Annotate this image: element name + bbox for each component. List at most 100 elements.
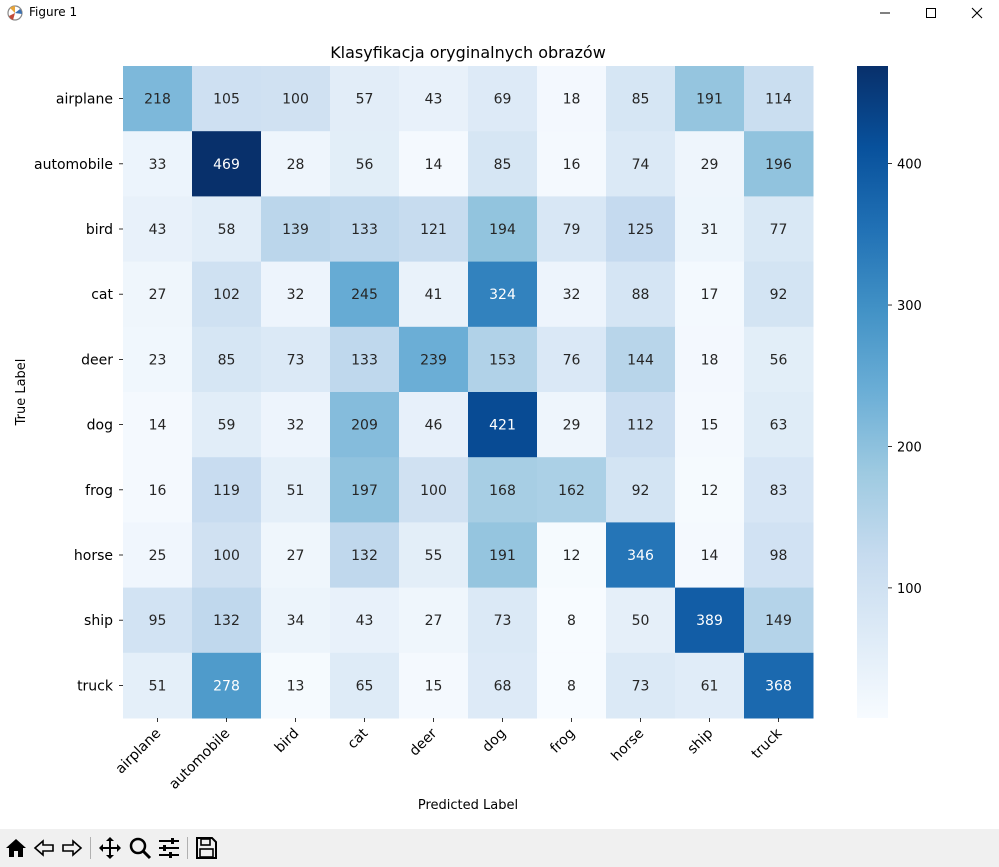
heatmap-cell: [675, 652, 745, 719]
heatmap-cell: [261, 392, 331, 458]
heatmap-cell: [537, 392, 607, 458]
cell-value: 28: [287, 157, 305, 173]
cell-value: 100: [282, 92, 309, 108]
heatmap-cell: [675, 261, 745, 328]
heatmap-cell: [606, 457, 676, 523]
toolbar-separator: [90, 837, 91, 859]
cell-value: 100: [420, 483, 447, 499]
cell-value: 88: [632, 287, 650, 303]
x-tick-labels: airplane automobile bird cat deer dog frog hors…: [113, 718, 786, 793]
cell-value: 149: [765, 613, 792, 629]
cell-value: 194: [489, 222, 516, 238]
heatmap-cell: [537, 522, 607, 589]
cell-value: 56: [356, 157, 374, 173]
configure-subplots-button[interactable]: [155, 834, 183, 862]
cell-value: 73: [287, 352, 305, 368]
cell-value: 15: [701, 418, 719, 434]
cell-value: 65: [356, 678, 374, 694]
cell-value: 389: [696, 613, 723, 629]
cell-value: 83: [770, 483, 788, 499]
heatmap-cell: [399, 522, 469, 589]
cell-value: 133: [351, 222, 378, 238]
heatmap-cell: [468, 261, 538, 328]
cell-value: 46: [425, 418, 443, 434]
window-titlebar: Figure 1: [0, 0, 999, 26]
close-button[interactable]: [954, 0, 999, 26]
cell-value: 34: [287, 613, 305, 629]
heatmap-cell: [744, 457, 814, 523]
x-tick-label: dog: [479, 726, 509, 756]
heatmap-cell: [744, 326, 814, 393]
cell-value: 56: [770, 352, 788, 368]
y-tick-labels: airplane automobile bird cat deer dog frog hors…: [34, 92, 123, 694]
cell-value: 50: [632, 613, 650, 629]
cell-value: 61: [701, 678, 719, 694]
heatmap-cell: [606, 522, 676, 589]
heatmap-cell: [399, 196, 469, 263]
heatmap-cell: [537, 652, 607, 719]
cell-value: 191: [696, 92, 723, 108]
heatmap-cell: [330, 522, 400, 589]
cell-value: 55: [425, 548, 443, 564]
heatmap-cell: [330, 392, 400, 458]
home-button[interactable]: [2, 834, 30, 862]
save-icon: [196, 837, 217, 859]
cell-value: 51: [287, 483, 305, 499]
pan-button[interactable]: [96, 834, 124, 862]
cell-value: 209: [351, 418, 378, 434]
heatmap-cell: [468, 522, 538, 589]
cell-value: 23: [149, 352, 167, 368]
x-tick-label: airplane: [113, 726, 165, 778]
heatmap-cell: [261, 326, 331, 393]
colorbar-tick-label: 400: [897, 158, 922, 173]
cell-value: 68: [494, 678, 512, 694]
heatmap-cell: [123, 522, 193, 589]
cell-value: 144: [627, 352, 654, 368]
heatmap-cell: [192, 522, 262, 589]
forward-button[interactable]: [58, 834, 86, 862]
cell-value: 85: [494, 157, 512, 173]
cell-value: 196: [765, 157, 792, 173]
heatmap-cells: [123, 66, 814, 719]
heatmap-cell: [744, 652, 814, 719]
cell-value: 102: [213, 287, 240, 303]
heatmap-cell: [330, 326, 400, 393]
heatmap-cell: [330, 66, 400, 132]
heatmap-cell: [261, 261, 331, 328]
cell-value: 14: [701, 548, 719, 564]
cell-value: 191: [489, 548, 516, 564]
back-button[interactable]: [30, 834, 58, 862]
cell-value: 162: [558, 483, 585, 499]
cell-value: 43: [149, 222, 167, 238]
x-tick-label: automobile: [166, 726, 233, 793]
cell-value: 8: [567, 678, 576, 694]
heatmap-cell: [192, 131, 262, 197]
heatmap-cell: [606, 392, 676, 458]
heatmap-cell: [330, 196, 400, 263]
back-icon: [33, 839, 54, 857]
zoom-button[interactable]: [126, 834, 154, 862]
minimize-button[interactable]: [862, 0, 908, 26]
colorbar: [857, 66, 888, 718]
navigation-toolbar: [0, 829, 999, 867]
window-title: Figure 1: [29, 5, 78, 19]
cell-value: 98: [770, 548, 788, 564]
save-button[interactable]: [192, 834, 220, 862]
heatmap-cell: [606, 131, 676, 197]
heatmap-cell: [537, 261, 607, 328]
heatmap-cell: [744, 131, 814, 197]
heatmap-cell: [330, 587, 400, 654]
heatmap-cell: [261, 522, 331, 589]
cell-value: 125: [627, 222, 654, 238]
heatmap-cell: [123, 131, 193, 197]
cell-value: 57: [356, 92, 374, 108]
maximize-button[interactable]: [908, 0, 954, 26]
cell-value: 95: [149, 613, 167, 629]
heatmap-cell: [399, 326, 469, 393]
heatmap-cell: [192, 261, 262, 328]
heatmap-cell: [330, 652, 400, 719]
heatmap-cell: [192, 392, 262, 458]
heatmap-cell: [261, 131, 331, 197]
maximize-icon: [926, 8, 936, 18]
